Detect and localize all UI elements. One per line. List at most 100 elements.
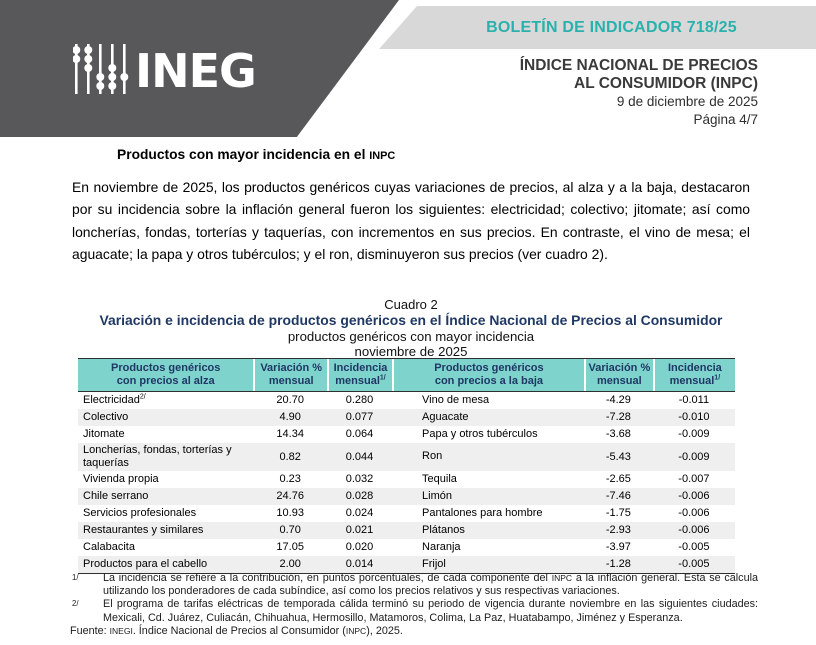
inegi-logo-text: INEGI	[135, 44, 255, 96]
alza-product-cell: Electricidad2/	[83, 393, 146, 406]
baja-variation-cell: -1.28	[605, 558, 631, 571]
table-caption-block: Cuadro 2 Variación e incidencia de produ…	[69, 297, 753, 360]
table-row: Productos para el cabello 2.00 0.014 Fri…	[78, 555, 735, 573]
baja-product-cell: Vino de mesa	[422, 393, 490, 406]
bulletin-title: BOLETÍN DE INDICADOR 718/25	[486, 18, 737, 36]
baja-incidence-cell: -0.006	[678, 507, 710, 520]
table-row: Restaurantes y similares 0.70 0.021 Plát…	[78, 521, 735, 539]
alza-incidence-cell: 0.021	[345, 524, 374, 537]
table-row: Colectivo 4.90 0.077 Aguacate -7.28 -0.0…	[78, 408, 735, 426]
alza-product-cell: Colectivo	[83, 410, 129, 423]
baja-product-cell: Limón	[422, 489, 452, 502]
footnote-2-marker: 2/	[72, 599, 79, 609]
baja-variation-cell: -7.46	[605, 490, 631, 503]
baja-product-cell: Tequila	[422, 472, 457, 485]
baja-incidence-cell: -0.010	[678, 411, 710, 424]
table-row: Servicios profesionales 10.93 0.024 Pant…	[78, 505, 735, 522]
alza-incidence-cell: 0.020	[345, 541, 374, 554]
alza-variation-cell: 24.76	[276, 490, 304, 503]
footnote-1: 1/ La incidencia se refiere a la contrib…	[70, 572, 758, 598]
alza-product-cell: Loncherías, fondas, torterías y taquería…	[83, 444, 232, 469]
alza-product-cell: Vivienda propia	[83, 472, 159, 485]
header-alza-products: Productos genéricos con precios al alza	[110, 362, 221, 387]
baja-incidence-cell: -0.011	[678, 394, 710, 407]
baja-product-cell: Naranja	[422, 540, 461, 553]
alza-product-cell: Jitomate	[83, 427, 125, 440]
bulletin-bar: BOLETÍN DE INDICADOR 718/25	[379, 6, 816, 49]
footnote-1-text: La incidencia se refiere a la contribuci…	[103, 572, 758, 598]
header-baja-incidence: Incidencia mensual1/	[652, 359, 735, 391]
table-row: Vivienda propia 0.23 0.032 Tequila -2.65…	[78, 471, 735, 488]
table-header-row: Productos genéricos con precios al alza …	[78, 358, 735, 392]
table-caption-subtitle: productos genéricos con mayor incidencia	[287, 328, 535, 344]
alza-variation-cell: 2.00	[279, 558, 301, 571]
baja-incidence-cell: -0.006	[678, 490, 710, 503]
table-row: Electricidad2/ 20.70 0.280 Vino de mesa …	[78, 392, 735, 409]
table-row: Jitomate 14.34 0.064 Papa y otros tubérc…	[78, 426, 735, 443]
abacus-icon: INEGI	[72, 44, 273, 98]
alza-incidence-cell: 0.014	[345, 558, 374, 571]
document-info: ÍNDICE NACIONAL DE PRECIOS AL CONSUMIDOR…	[520, 57, 758, 128]
alza-variation-cell: 4.90	[279, 411, 301, 424]
baja-variation-cell: -1.75	[605, 507, 631, 520]
baja-variation-cell: -2.65	[605, 473, 631, 486]
footnote-2: 2/ El programa de tarifas eléctricas de …	[70, 598, 758, 624]
inegi-logo-icon: INEGI	[72, 42, 273, 98]
doc-page-number: Página 4/7	[693, 111, 758, 127]
baja-product-cell: Pantalones para hombre	[422, 506, 543, 519]
baja-product-cell: Papa y otros tubérculos	[422, 427, 538, 440]
alza-variation-cell: 0.70	[279, 524, 301, 537]
alza-product-cell: Calabacita	[83, 540, 135, 553]
table-caption-period: noviembre de 2025	[354, 344, 468, 359]
baja-product-cell: Plátanos	[422, 523, 465, 536]
baja-variation-cell: -2.93	[605, 524, 631, 537]
alza-incidence-cell: 0.028	[345, 490, 374, 503]
alza-incidence-cell: 0.064	[345, 428, 374, 441]
baja-variation-cell: -3.68	[605, 428, 631, 441]
intro-paragraph: En noviembre de 2025, los productos gené…	[72, 179, 750, 262]
section-heading: Productos con mayor incidencia en el INP…	[117, 147, 396, 162]
alza-incidence-cell: 0.077	[345, 411, 374, 424]
header-baja-products: Productos genéricos con precios a la baj…	[392, 359, 584, 391]
doc-date: 9 de diciembre de 2025	[616, 94, 758, 109]
header-baja-variation: Variación % mensual	[583, 359, 653, 391]
header-alza-variation: Variación % mensual	[253, 359, 327, 391]
footnotes-block: 1/ La incidencia se refiere a la contrib…	[70, 572, 758, 639]
alza-incidence-cell: 0.044	[345, 450, 374, 463]
products-table: Productos genéricos con precios al alza …	[78, 358, 735, 574]
alza-product-cell: Chile serrano	[83, 489, 149, 502]
footnote-1-marker: 1/	[72, 573, 79, 582]
alza-incidence-cell: 0.280	[345, 394, 374, 407]
alza-product-cell: Restaurantes y similares	[83, 523, 204, 536]
alza-incidence-cell: 0.032	[345, 473, 374, 486]
baja-incidence-cell: -0.005	[678, 558, 710, 571]
doc-title-line2: AL CONSUMIDOR (INPC)	[574, 75, 758, 92]
baja-product-cell: Aguacate	[422, 410, 469, 423]
alza-variation-cell: 0.23	[279, 473, 301, 486]
baja-variation-cell: -4.29	[605, 394, 631, 407]
baja-incidence-cell: -0.009	[678, 428, 710, 441]
alza-variation-cell: 10.93	[276, 507, 304, 520]
baja-incidence-cell: -0.005	[678, 541, 710, 554]
alza-variation-cell: 14.34	[276, 428, 304, 441]
header-alza-incidence: Incidencia mensual1/	[326, 359, 392, 391]
baja-product-cell: Frijol	[422, 557, 446, 570]
alza-variation-cell: 17.05	[276, 541, 304, 554]
table-row: Chile serrano 24.76 0.028 Limón -7.46 -0…	[78, 487, 735, 505]
alza-product-cell: Productos para el cabello	[83, 557, 208, 570]
baja-variation-cell: -3.97	[605, 541, 631, 554]
table-body: Electricidad2/ 20.70 0.280 Vino de mesa …	[78, 392, 735, 574]
table-row: Loncherías, fondas, torterías y taquería…	[78, 442, 735, 471]
alza-product-cell: Servicios profesionales	[83, 506, 197, 519]
baja-variation-cell: -5.43	[605, 450, 631, 463]
baja-incidence-cell: -0.006	[678, 524, 710, 537]
baja-incidence-cell: -0.009	[678, 450, 710, 463]
baja-incidence-cell: -0.007	[678, 473, 710, 486]
table-row: Calabacita 17.05 0.020 Naranja -3.97 -0.…	[78, 539, 735, 556]
baja-product-cell: Ron	[422, 450, 443, 463]
table-caption-label: Cuadro 2	[384, 297, 438, 312]
alza-variation-cell: 20.70	[276, 394, 304, 407]
baja-variation-cell: -7.28	[605, 411, 631, 424]
source-line: Fuente: INEGI. Índice Nacional de Precio…	[70, 625, 403, 638]
